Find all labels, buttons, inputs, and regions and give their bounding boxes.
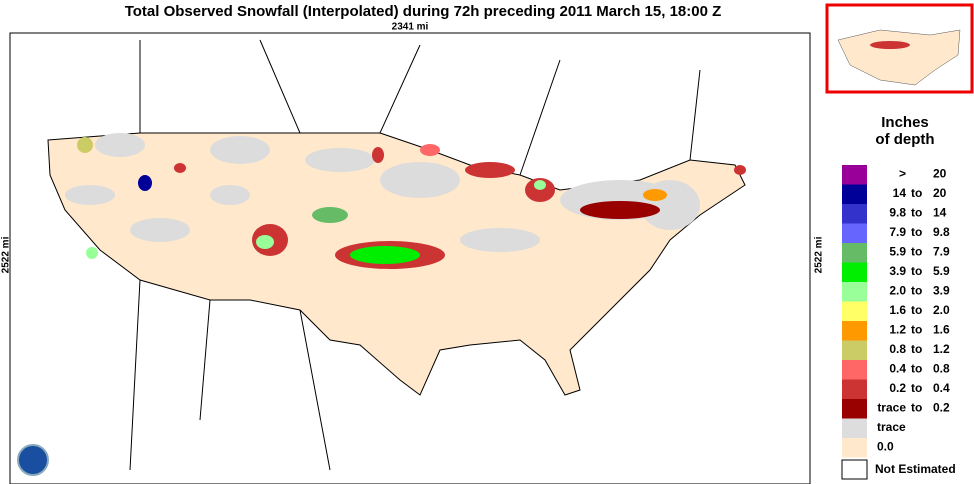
- legend-high: 20: [933, 186, 947, 200]
- legend-low: >: [899, 167, 906, 181]
- legend-sep: to: [911, 245, 922, 259]
- legend-low: 3.9: [889, 264, 906, 278]
- snow-areas: [77, 137, 746, 269]
- legend-high: 0.2: [933, 401, 950, 415]
- legend-swatch: [842, 399, 867, 419]
- not-estimated-label: Not Estimated: [875, 462, 956, 476]
- legend-high: 14: [933, 206, 947, 220]
- legend-swatch: [842, 360, 867, 380]
- legend-swatch: [842, 418, 867, 438]
- map: [9, 32, 811, 484]
- legend-sep: to: [911, 323, 922, 337]
- legend-sep: to: [911, 342, 922, 356]
- legend-sep: to: [911, 284, 922, 298]
- legend-swatch: [842, 379, 867, 399]
- legend-label: 0.0: [877, 440, 894, 454]
- legend: >20 14 to 20 9.8 to 14 7.9 to 9.8 5.9 to 7.9 3.9 to 5.9…: [842, 165, 950, 458]
- legend-low: 0.4: [889, 362, 906, 376]
- legend-swatch: [842, 204, 867, 224]
- legend-high: 0.8: [933, 362, 950, 376]
- not-estimated-swatch: [841, 459, 868, 480]
- legend-low: 7.9: [889, 225, 906, 239]
- legend-swatch: [842, 223, 867, 243]
- legend-swatch: [842, 301, 867, 321]
- legend-high: 3.9: [933, 284, 950, 298]
- legend-swatch: [842, 165, 867, 185]
- legend-swatch: [842, 262, 867, 282]
- legend-sep: to: [911, 303, 922, 317]
- legend-high: 5.9: [933, 264, 950, 278]
- legend-swatch: [842, 438, 867, 458]
- legend-high: 20: [933, 167, 947, 181]
- legend-label: trace: [877, 420, 906, 434]
- noaa-logo: [17, 444, 49, 476]
- legend-swatch: [842, 243, 867, 263]
- legend-title: of depth: [875, 131, 934, 148]
- inset-map: [825, 3, 974, 94]
- scale-y-right: 2522 mi: [814, 236, 825, 273]
- legend-high: 2.0: [933, 303, 950, 317]
- legend-high: 1.6: [933, 323, 950, 337]
- legend-sep: to: [911, 225, 922, 239]
- legend-low: 2.0: [889, 284, 906, 298]
- legend-high: 0.4: [933, 381, 950, 395]
- legend-low: 0.2: [889, 381, 906, 395]
- legend-high: 1.2: [933, 342, 950, 356]
- legend-sep: to: [911, 362, 922, 376]
- legend-low: 0.8: [889, 342, 906, 356]
- legend-sep: to: [911, 186, 922, 200]
- borders: [129, 39, 701, 471]
- legend-high: 7.9: [933, 245, 950, 259]
- legend-low: trace: [877, 401, 906, 415]
- legend-low: 14: [893, 186, 907, 200]
- scale-x: 2341 mi: [392, 22, 429, 33]
- legend-sep: to: [911, 264, 922, 278]
- legend-low: 5.9: [889, 245, 906, 259]
- legend-title: Inches: [881, 114, 929, 131]
- legend-swatch: [842, 340, 867, 360]
- legend-sep: to: [911, 206, 922, 220]
- title: Total Observed Snowfall (Interpolated) d…: [125, 3, 722, 20]
- legend-low: 1.6: [889, 303, 906, 317]
- legend-swatch: [842, 282, 867, 302]
- legend-low: 1.2: [889, 323, 906, 337]
- legend-high: 9.8: [933, 225, 950, 239]
- legend-sep: to: [911, 381, 922, 395]
- legend-low: 9.8: [889, 206, 906, 220]
- legend-swatch: [842, 321, 867, 341]
- legend-sep: to: [911, 401, 922, 415]
- scale-y-left: 2522 mi: [1, 236, 12, 273]
- legend-swatch: [842, 184, 867, 204]
